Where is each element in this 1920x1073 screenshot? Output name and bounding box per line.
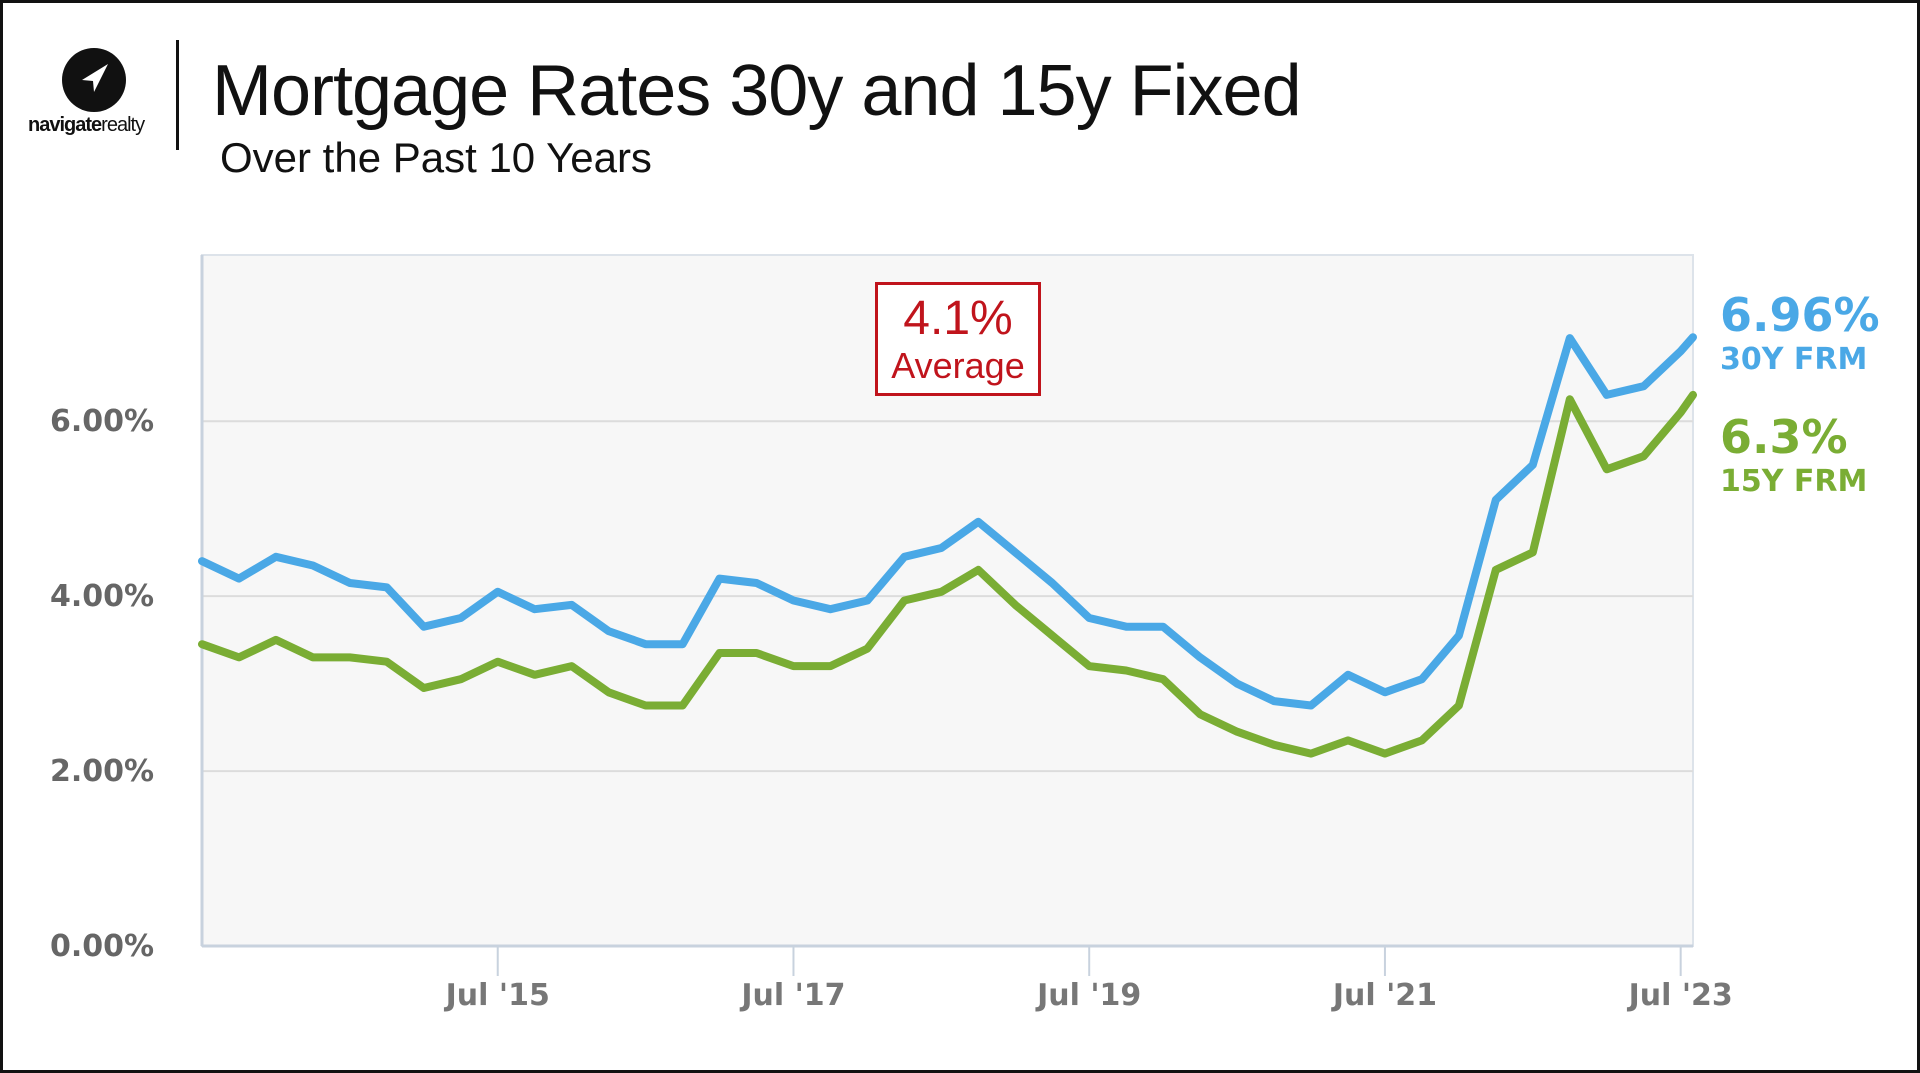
average-label: Average bbox=[891, 345, 1025, 386]
y-tick-label: 2.00% bbox=[50, 754, 154, 789]
y-tick-label: 4.00% bbox=[50, 579, 154, 614]
series-line-15y-frm bbox=[198, 390, 1697, 758]
x-tick-label: Jul '15 bbox=[444, 978, 550, 1013]
x-tick-label: Jul '19 bbox=[1035, 978, 1141, 1013]
logo-text: navigaterealty bbox=[28, 114, 168, 137]
end-name-30y: 30Y FRM bbox=[1720, 342, 1868, 377]
y-tick-label: 0.00% bbox=[50, 929, 154, 964]
header-divider bbox=[176, 40, 179, 150]
x-tick-label: Jul '17 bbox=[739, 978, 845, 1013]
logo: navigaterealty bbox=[28, 48, 163, 148]
y-tick-label: 6.00% bbox=[50, 404, 154, 439]
average-value: 4.1% bbox=[903, 292, 1013, 345]
series-line-30y-frm bbox=[198, 333, 1697, 710]
average-callout: 4.1% Average bbox=[875, 282, 1041, 396]
end-name-15y: 15Y FRM bbox=[1720, 464, 1868, 499]
end-value-15y: 6.3% bbox=[1720, 410, 1848, 464]
logo-text-bold: navigate bbox=[28, 114, 102, 136]
chart-subtitle: Over the Past 10 Years bbox=[220, 134, 652, 181]
y-axis-ticks: 0.00% 2.00% 4.00% 6.00% bbox=[50, 404, 154, 964]
logo-text-light: realty bbox=[101, 114, 145, 136]
end-label-30y: 6.96% 30Y FRM bbox=[1720, 288, 1880, 377]
gridlines bbox=[200, 255, 1693, 948]
end-value-30y: 6.96% bbox=[1720, 288, 1880, 342]
x-tick-label: Jul '23 bbox=[1627, 978, 1733, 1013]
chart-title: Mortgage Rates 30y and 15y Fixed bbox=[212, 51, 1302, 131]
x-axis-ticks: Jul '15 Jul '17 Jul '19 Jul '21 Jul '23 bbox=[444, 946, 1733, 1013]
navigate-arrow-icon bbox=[62, 48, 126, 112]
x-tick-label: Jul '21 bbox=[1331, 978, 1437, 1013]
end-label-15y: 6.3% 15Y FRM bbox=[1720, 410, 1867, 499]
series-lines bbox=[198, 333, 1697, 758]
